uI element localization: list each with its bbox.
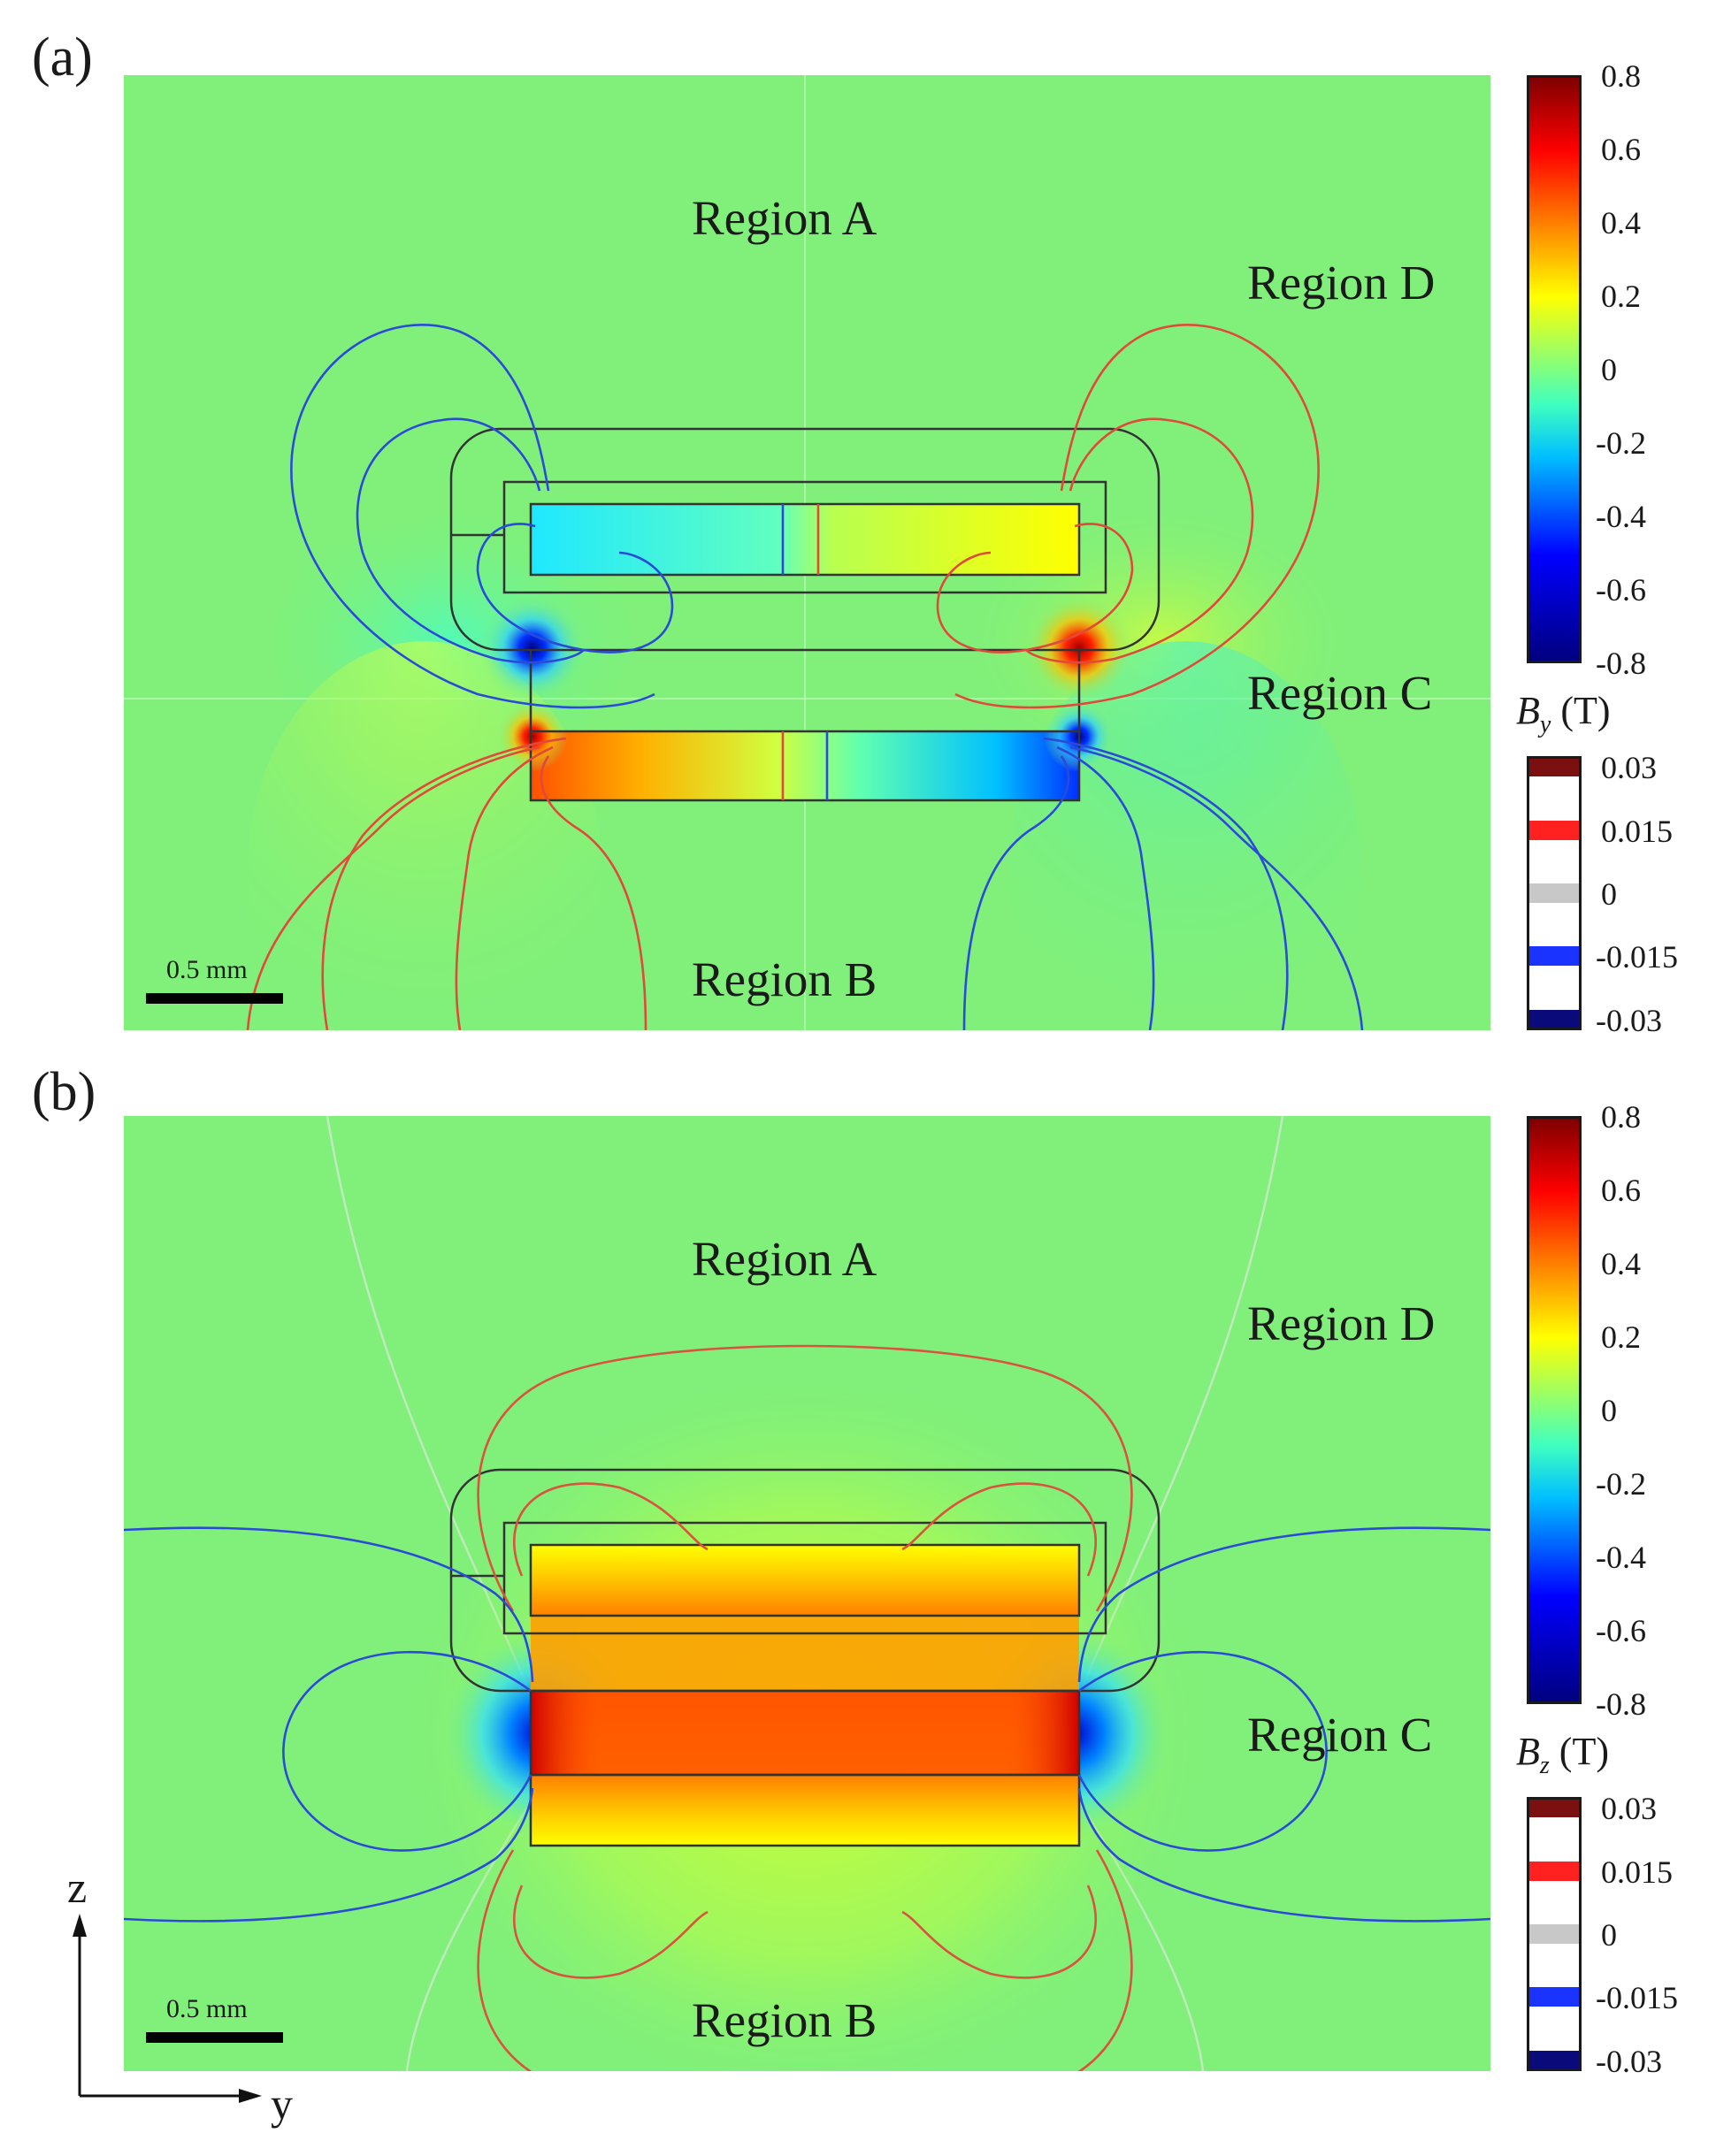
panel-a-legend-tick-4: -0.03 [1596,1003,1662,1038]
y-axis-label: y [271,2079,293,2129]
panel-b-legend-tick-2: 0 [1601,1917,1617,1953]
legend-swatch-5 [1529,2051,1579,2068]
panel-a-region-d: Region D [1247,256,1436,310]
panel-b-contour-legend [1527,1797,1582,2071]
legend-swatch-4 [1529,946,1579,966]
panel-b-cbar-tick-1: 0.6 [1601,1173,1641,1208]
panel-b-legend-tick-3: -0.015 [1596,1980,1678,2015]
legend-swatch-4 [1529,1987,1579,2007]
panel-b-colorbar [1527,1116,1582,1704]
positive-contours [246,324,1320,1030]
panel-b-cbar-symbol: B [1516,1730,1540,1773]
panel-b-legend-tick-0: 0.03 [1601,1791,1657,1826]
panel-a-cbar-unit: (T) [1560,689,1611,732]
panel-a-field-plot: 0.5 mm [124,75,1490,1030]
legend-swatch-1 [1529,759,1579,776]
panel-a-region-a: Region A [692,191,877,245]
panel-a-cbar-tick-1: 0.6 [1601,132,1641,167]
z-axis-label: z [67,1862,88,1912]
panel-a-field-svg [124,75,1490,1030]
panel-a-label: (a) [32,27,93,88]
panel-b-cbar-tick-4: 0 [1601,1393,1617,1428]
structure-outline [449,1468,1161,1847]
panel-b-cbar-tick-5: -0.2 [1596,1466,1646,1502]
panel-a-cbar-tick-6: -0.4 [1596,499,1646,534]
left-pole-hotspot [479,595,586,701]
panel-b-cbar-tick-6: -0.4 [1596,1540,1646,1575]
middle-magnet [531,1691,1079,1775]
legend-swatch-3 [1529,883,1579,903]
panel-a-cbar-tick-4: 0 [1601,352,1617,387]
lower-magnet [531,1775,1079,1846]
panel-a-cbar-tick-7: -0.6 [1596,572,1646,608]
panel-b-scale-bar [146,2032,283,2043]
panel-b-cbar-subscript: z [1539,1751,1550,1779]
axes-indicator [73,1914,262,2103]
legend-swatch-2 [1529,1862,1579,1881]
panel-b-scale-label: 0.5 mm [166,1994,248,2023]
panel-a-cbar-tick-5: -0.2 [1596,425,1646,461]
upper-magnet [531,1545,1079,1616]
legend-swatch-5 [1529,1010,1579,1028]
panel-a-region-c: Region C [1247,666,1433,720]
panel-b-legend-tick-1: 0.015 [1601,1854,1673,1890]
panel-a-legend-tick-0: 0.03 [1601,750,1657,785]
legend-swatch-1 [1529,1800,1579,1817]
panel-a-cbar-tick-8: -0.8 [1596,646,1646,681]
lower-magnet [531,731,1079,800]
panel-b-cbar-tick-7: -0.6 [1596,1613,1646,1648]
panel-a-cbar-tick-2: 0.4 [1601,205,1641,241]
panel-a-legend-tick-2: 0 [1601,876,1617,912]
panel-b-cbar-unit: (T) [1559,1730,1609,1773]
negative-contours [290,324,1364,1030]
panel-b-cbar-tick-3: 0.2 [1601,1319,1641,1355]
panel-b-region-a: Region A [692,1232,877,1286]
legend-swatch-3 [1529,1924,1579,1944]
panel-b-cbar-tick-0: 0.8 [1601,1099,1641,1135]
panel-a-cbar-title: By (T) [1516,688,1611,739]
legend-swatch-2 [1529,821,1579,840]
positive-contours [477,1344,1133,2071]
panel-a-region-b: Region B [692,952,877,1006]
panel-a-colorbar [1527,75,1582,663]
panel-b-legend-tick-4: -0.03 [1596,2044,1662,2079]
panel-a-cbar-symbol: B [1516,689,1540,732]
panel-a-scale-bar [146,993,283,1004]
panel-b-field-svg [124,1116,1490,2071]
upper-magnet [531,504,1079,575]
panel-a-cbar-tick-0: 0.8 [1601,58,1641,94]
panel-a-legend-tick-1: 0.015 [1601,814,1673,849]
panel-b-field-plot: 0.5 mm [124,1116,1490,2071]
right-pole-hotspot [1026,595,1132,701]
panel-b-region-c: Region C [1247,1708,1433,1762]
panel-b-cbar-tick-2: 0.4 [1601,1246,1641,1281]
panel-b-region-d: Region D [1247,1296,1436,1350]
panel-b-region-b: Region B [692,1993,877,2047]
negative-contours [124,1526,1490,1923]
panel-b-cbar-title: Bz (T) [1516,1729,1609,1780]
panel-a-scale-label: 0.5 mm [166,955,248,984]
panel-b-cbar-tick-8: -0.8 [1596,1686,1646,1722]
panel-a-legend-tick-3: -0.015 [1596,939,1678,975]
panel-b-label: (b) [32,1062,96,1122]
panel-a-cbar-tick-3: 0.2 [1601,279,1641,314]
structure-outline [449,427,1161,802]
panel-a-contour-legend [1527,756,1582,1030]
panel-a-cbar-subscript: y [1539,710,1551,738]
